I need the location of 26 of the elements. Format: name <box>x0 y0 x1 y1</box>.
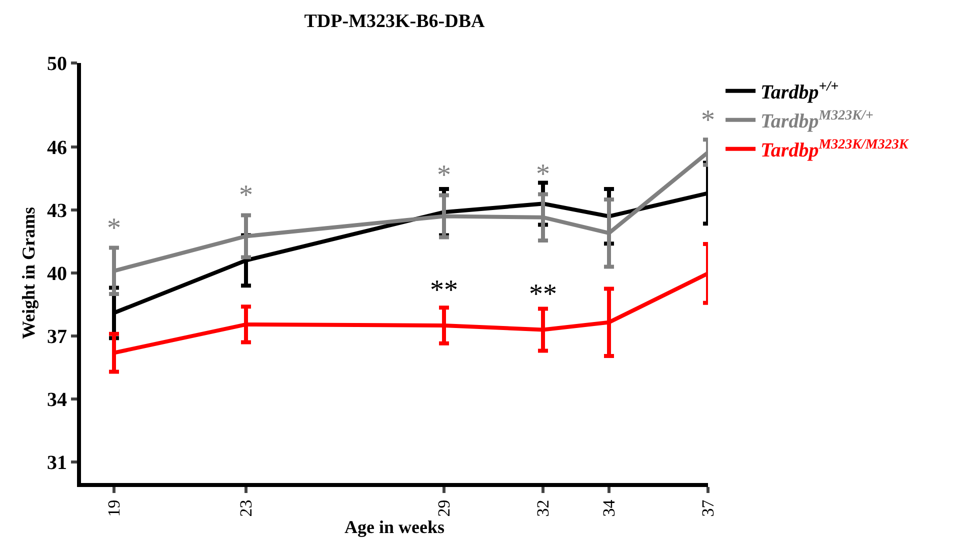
legend-label: Tardbp$^{M323K/M323K}$ <box>760 137 910 162</box>
y-tick-label: 40 <box>47 263 67 285</box>
data-label: * <box>239 180 253 211</box>
x-tick-label: 34 <box>600 499 619 517</box>
y-axis-title: Weight in Grams <box>18 206 39 340</box>
x-tick-label: 29 <box>434 500 454 517</box>
data-label: * <box>437 160 451 191</box>
annotation: ** <box>529 279 557 310</box>
y-tick-label: 50 <box>47 53 67 75</box>
x-tick-label: 23 <box>236 500 256 517</box>
y-tick-label: 34 <box>47 389 67 411</box>
legend-label: Tardbp$^{M323K/+}$ <box>760 108 874 133</box>
data-label: * <box>107 213 121 244</box>
data-label: * <box>701 105 715 136</box>
y-tick-label: 37 <box>47 326 67 348</box>
x-tick-label: 19 <box>104 500 124 517</box>
y-tick-label: 43 <box>47 200 67 222</box>
x-tick-label: 32 <box>534 500 553 517</box>
chart-title: TDP-M323K-B6-DBA <box>304 10 486 32</box>
x-tick-label: 37 <box>698 499 718 517</box>
x-axis-title: Age in weeks <box>344 516 444 537</box>
annotation: ** <box>430 275 458 306</box>
data-label: * <box>536 159 550 190</box>
y-tick-label: 46 <box>47 137 67 159</box>
y-tick-label: 31 <box>47 452 67 474</box>
legend-label: Tardbp$^{+/+}$ <box>760 79 839 104</box>
